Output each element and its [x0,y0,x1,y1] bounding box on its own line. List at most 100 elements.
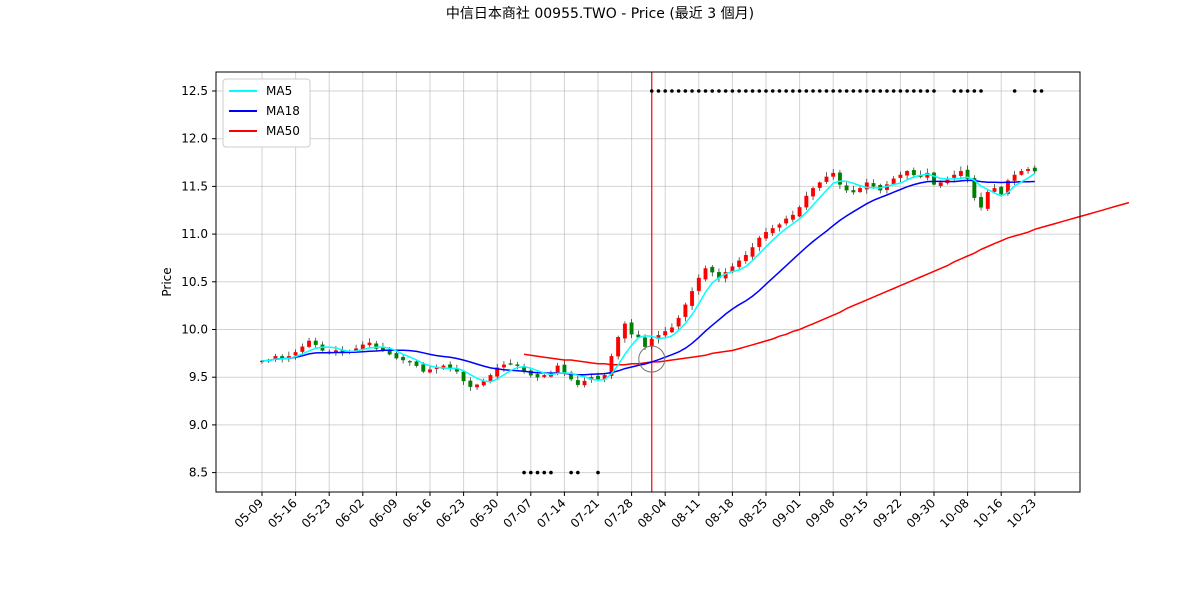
bottom-signal-dot [596,470,600,475]
top-signal-dot [649,89,654,93]
candle-body [905,170,910,176]
candle-body [407,361,412,363]
top-signal-dot [764,89,768,93]
x-tick-label: 07-21 [568,496,603,531]
candle-body [1019,170,1024,175]
y-tick-label: 9.5 [189,370,208,384]
top-signal-dot [912,89,916,93]
candle-body [421,364,426,372]
top-signal-dot [791,89,795,93]
top-signal-dot [965,89,970,93]
y-tick-label: 9.0 [189,418,208,432]
candle-body [663,331,668,336]
candle-body [575,380,580,385]
bottom-signal-dot [522,470,526,475]
y-tick-label: 11.0 [181,227,208,241]
candle-body [831,172,836,177]
top-signal-dot [959,89,963,93]
x-tick-label: 05-23 [299,496,334,531]
candle-body [965,169,970,179]
candle-body [898,174,903,178]
top-signal-dot [690,89,694,93]
candle-body [844,185,849,191]
candle-body [475,384,479,388]
x-tick-label: 06-30 [467,496,502,531]
x-tick-label: 05-16 [265,496,300,531]
candle-body [622,323,627,339]
top-signal-dot [844,89,849,93]
legend-label: MA50 [266,124,300,138]
candle-body [596,375,600,380]
ma18-line [261,179,1035,376]
top-signal-dot [1033,89,1037,93]
x-tick-label: 06-09 [366,496,401,531]
top-signal-dot [744,89,748,93]
x-tick-label: 06-16 [400,496,435,531]
signal-dots [522,89,1044,475]
x-tick-label: 08-18 [702,496,737,531]
candle-body [461,371,466,382]
top-signal-dot [925,89,930,93]
candle-body [932,172,936,185]
candles [260,165,1037,391]
top-signal-dot [898,89,903,93]
top-signal-dot [683,89,688,93]
candle-body [737,260,742,267]
x-tick-label: 08-04 [635,496,670,531]
candle-body [367,342,372,346]
candle-body [871,183,876,187]
x-axis: 05-09 05-16 05-23 06-02 06-09 06-16 06-23 06-30… [232,492,1039,531]
top-signal-dot [811,89,815,93]
candle-body [582,380,587,386]
x-tick-label: 07-14 [534,496,569,531]
top-signal-dot [670,89,674,93]
bottom-signal-dot [542,470,547,475]
top-signal-dot [838,89,842,93]
candle-body [710,266,715,273]
candle-body [535,374,540,378]
candle-body [999,186,1004,195]
candle-body [804,195,809,208]
chart-title: 中信日本商社 00955.TWO - Price (最近 3 個月) [446,6,754,22]
candle-body [958,170,963,176]
candle-body [703,268,708,280]
x-tick-label: 09-30 [904,496,939,531]
candle-body [770,228,775,234]
top-signal-dot [770,89,775,93]
candle-body [401,356,406,361]
candle-body [1012,174,1017,181]
candle-body [743,254,748,262]
candle-body [307,340,311,347]
y-tick-label: 10.5 [181,275,208,289]
top-signal-dot [979,89,983,93]
candle-body [777,224,782,228]
candle-body [750,247,755,257]
candle-body [696,277,701,291]
x-tick-label: 09-15 [836,496,871,531]
candle-body [555,365,560,374]
candle-body [669,327,674,333]
top-signal-dot [663,89,667,93]
top-signal-dot [723,89,728,93]
legend-label: MA18 [266,104,300,118]
candle-body [837,172,842,185]
top-signal-dot [871,89,876,93]
top-signal-dot [804,89,809,93]
candle-body [1026,169,1031,171]
candle-body [952,174,957,178]
y-tick-label: 8.5 [189,466,208,480]
candle-body [609,356,614,376]
x-tick-label: 10-16 [971,496,1006,531]
x-tick-label: 09-08 [803,496,838,531]
candle-body [911,170,916,176]
candle-body [468,380,473,387]
x-tick-label: 06-02 [332,496,367,531]
candle-body [790,214,795,220]
bottom-signal-dot [569,470,573,475]
bottom-signal-dot [576,470,580,475]
top-signal-dot [750,89,755,93]
bottom-signal-dot [535,470,540,475]
signal-circle-marker [638,345,666,373]
candle-body [824,176,829,182]
